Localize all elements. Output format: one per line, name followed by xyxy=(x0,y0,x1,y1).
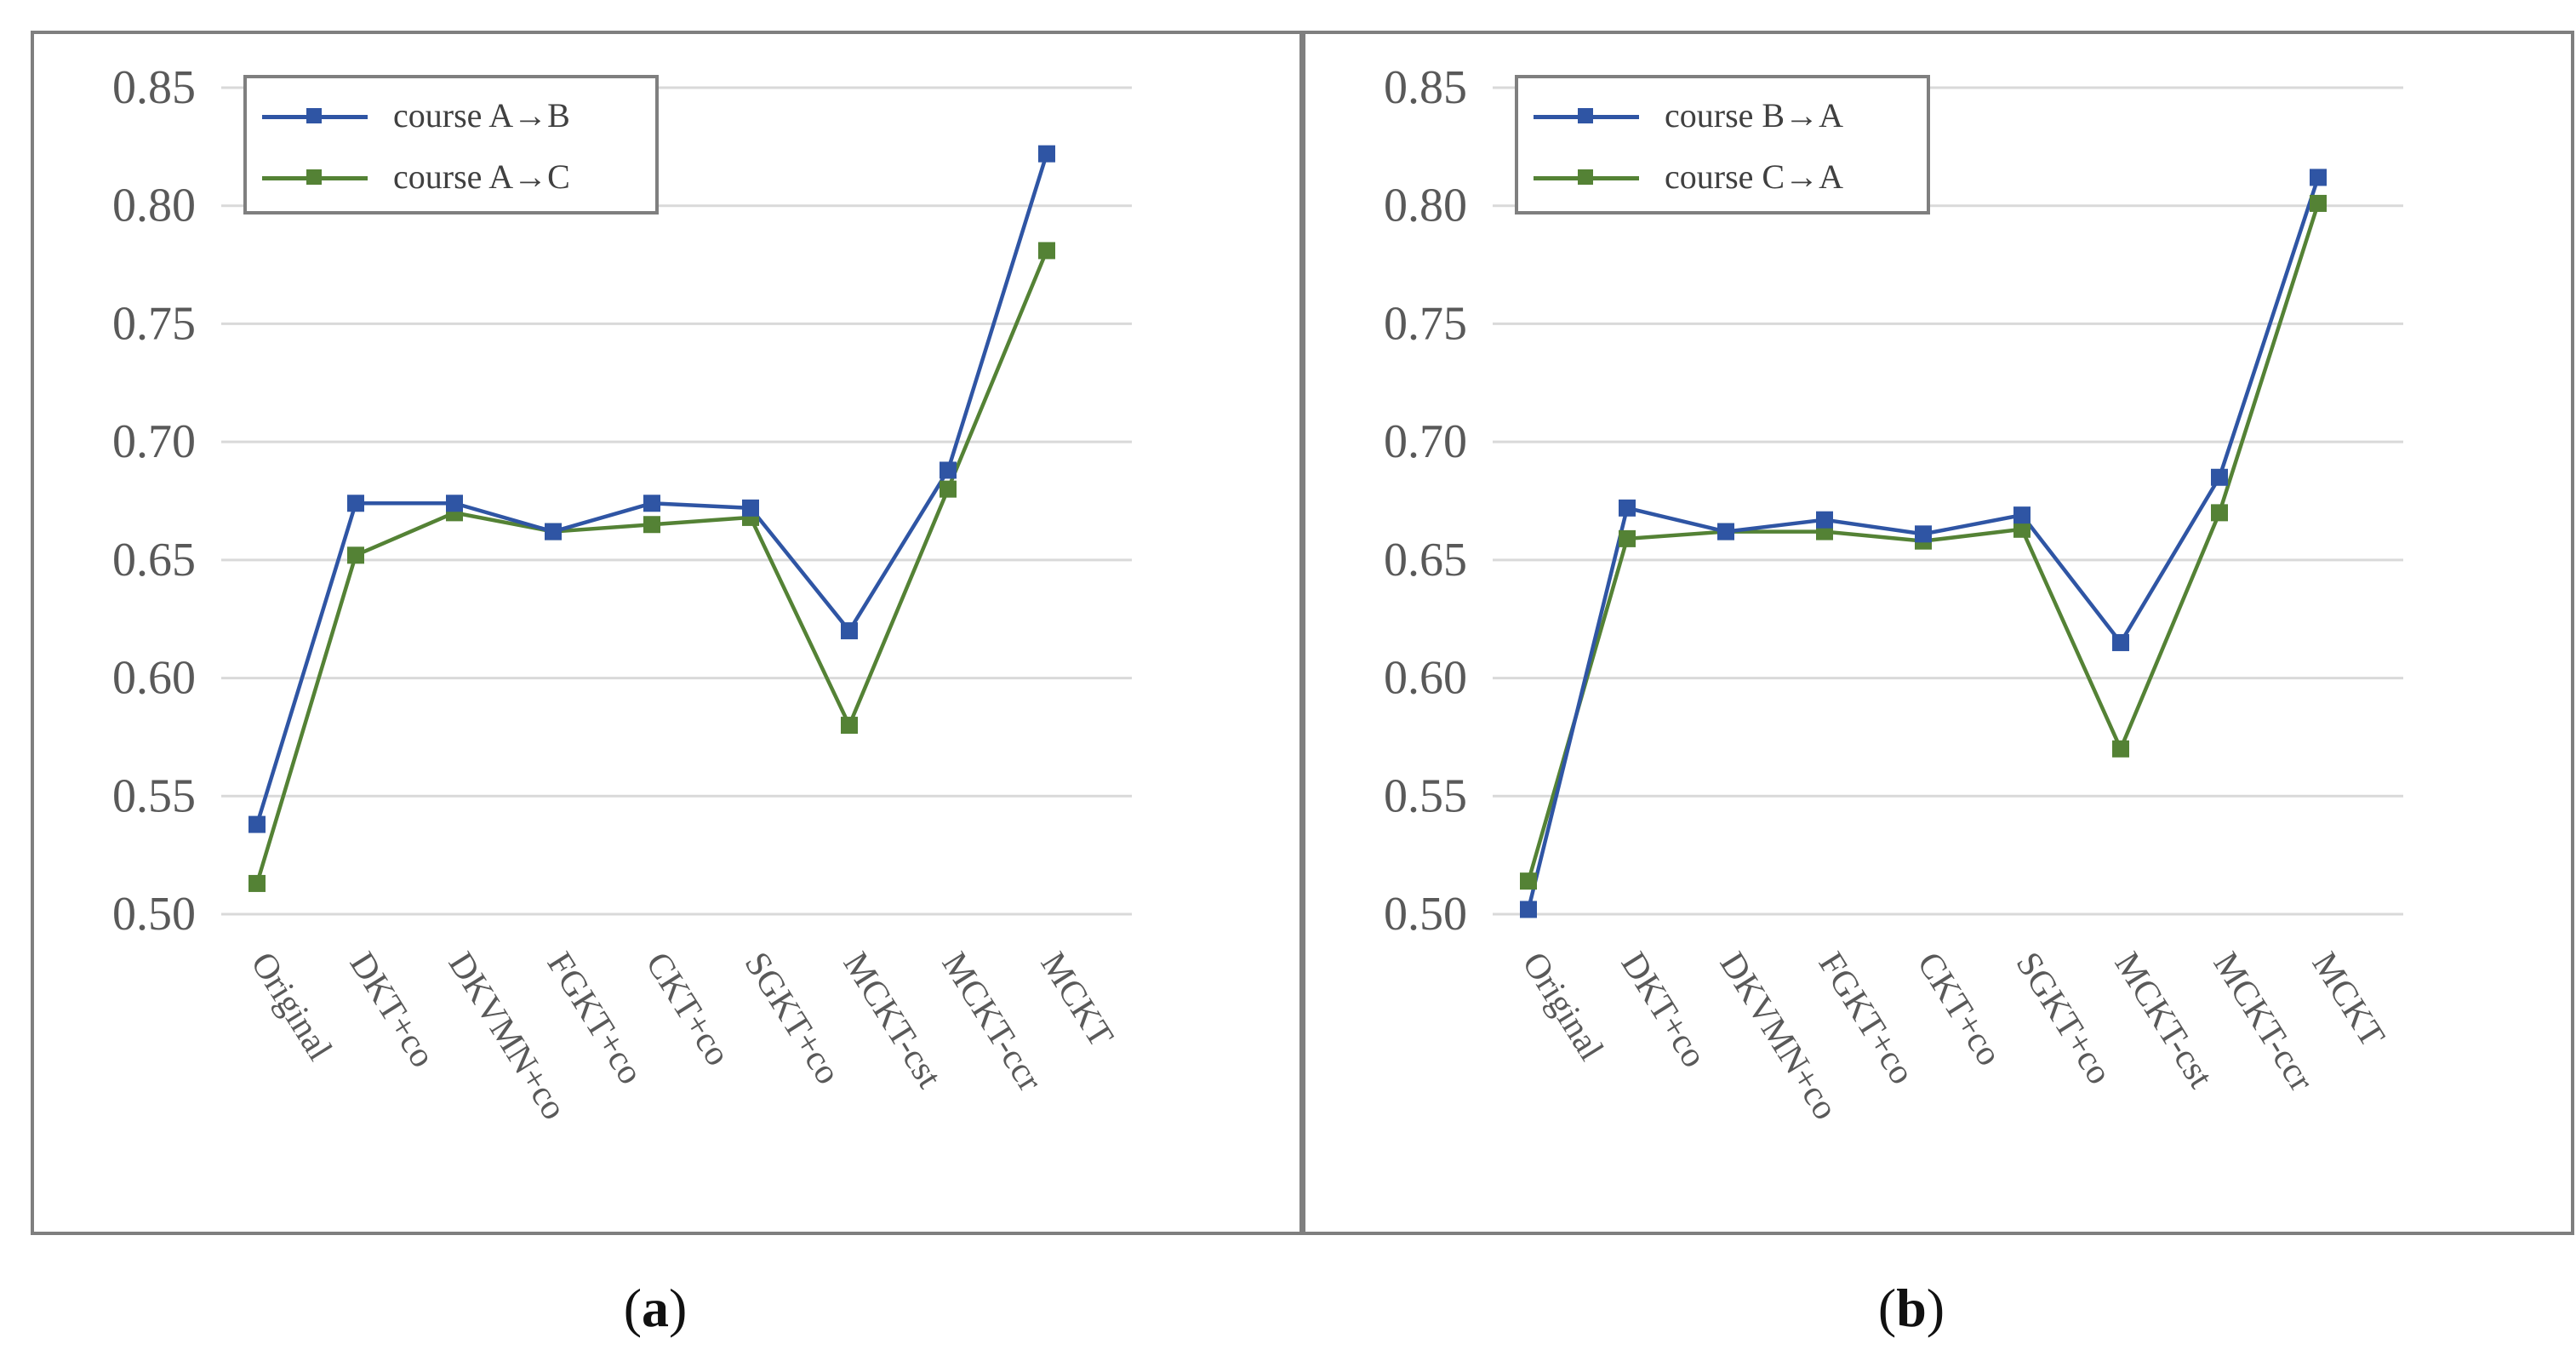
data-point xyxy=(1816,511,1833,529)
y-tick-label: 0.70 xyxy=(112,415,196,468)
y-tick-label: 0.50 xyxy=(1384,888,1467,941)
y-tick-label: 0.60 xyxy=(1384,652,1467,705)
legend-b: course B→A course C→A xyxy=(1515,75,1930,214)
data-point xyxy=(2112,740,2129,758)
x-tick-label: SGKT+co xyxy=(737,946,848,1091)
x-tick-label: CKT+co xyxy=(638,946,738,1072)
y-tick-label: 0.60 xyxy=(112,652,196,705)
x-tick-label: DKT+co xyxy=(342,946,443,1074)
data-point xyxy=(1619,529,1636,547)
legend-label: course C→A xyxy=(1665,157,1843,196)
data-point xyxy=(248,815,266,833)
data-point xyxy=(1717,523,1734,541)
chart-a-svg: 0.50 0.55 0.60 0.65 0.70 0.75 0.80 0.85 Original… xyxy=(112,61,1132,1127)
legend-label: course A→B xyxy=(393,96,570,134)
x-tick-label: MCKT xyxy=(2305,946,2392,1054)
data-point xyxy=(347,495,364,512)
data-point xyxy=(841,717,858,735)
data-point xyxy=(2112,633,2129,651)
data-point xyxy=(1915,525,1932,543)
y-tick-label: 0.85 xyxy=(1384,61,1467,114)
data-point xyxy=(643,516,660,534)
chart-panel-a: 0.50 0.55 0.60 0.65 0.70 0.75 0.80 0.85 Original… xyxy=(31,31,1303,1235)
data-point xyxy=(2013,520,2031,538)
data-point xyxy=(742,499,759,517)
x-tick-label: DKT+co xyxy=(1614,946,1714,1074)
data-point xyxy=(545,523,562,541)
y-tick-label: 0.75 xyxy=(1384,297,1467,350)
y-tick-label: 0.55 xyxy=(1384,769,1467,822)
data-point xyxy=(1520,901,1537,918)
legend-label: course B→A xyxy=(1665,96,1843,134)
data-point xyxy=(248,874,266,892)
data-point xyxy=(2013,506,2031,524)
x-tick-label: MCKT-ccr xyxy=(2206,946,2322,1098)
legend-marker-green xyxy=(306,169,322,185)
x-tick-label: FGKT+co xyxy=(1811,946,1922,1091)
caption-a: (a) xyxy=(623,1278,688,1338)
x-tick-label: CKT+co xyxy=(1910,946,2009,1072)
x-tick-label: Original xyxy=(243,946,340,1067)
data-point xyxy=(1520,872,1537,890)
legend-marker-blue xyxy=(306,108,322,123)
data-point xyxy=(643,495,660,512)
data-point xyxy=(2310,169,2327,186)
data-point xyxy=(446,495,463,512)
x-tick-label: MCKT-ccr xyxy=(934,946,1050,1098)
data-point xyxy=(940,461,957,479)
data-point xyxy=(2211,504,2228,522)
data-point xyxy=(2310,194,2327,212)
legend-item: course A→B xyxy=(262,90,654,145)
y-tick-label: 0.80 xyxy=(1384,180,1467,232)
chart-panel-b: 0.50 0.55 0.60 0.65 0.70 0.75 0.80 0.85 Original… xyxy=(1302,31,2574,1235)
series-line xyxy=(254,153,1049,826)
legend-a: course A→B course A→C xyxy=(243,75,659,214)
data-point xyxy=(1619,499,1636,517)
data-point xyxy=(940,480,957,498)
x-tick-label: MCKT-cst xyxy=(836,946,950,1095)
data-point xyxy=(841,622,858,640)
x-tick-label: FGKT+co xyxy=(540,946,651,1091)
y-tick-label: 0.65 xyxy=(1384,534,1467,586)
legend-item: course C→A xyxy=(1534,152,1925,206)
legend-marker-blue xyxy=(1578,108,1593,123)
series-line xyxy=(254,249,1049,884)
y-tick-label: 0.80 xyxy=(112,180,196,232)
caption-letter: a xyxy=(642,1278,669,1338)
data-point xyxy=(1038,242,1055,260)
y-tick-label: 0.50 xyxy=(112,888,196,941)
caption-letter: b xyxy=(1896,1278,1927,1338)
legend-item: course A→C xyxy=(262,152,654,206)
x-tick-label: SGKT+co xyxy=(2008,946,2120,1091)
y-tick-label: 0.65 xyxy=(112,534,196,586)
data-point xyxy=(2211,468,2228,486)
data-point xyxy=(347,546,364,564)
legend-label: course A→C xyxy=(393,157,570,196)
x-tick-label: Original xyxy=(1515,946,1611,1067)
data-point xyxy=(1038,145,1055,163)
legend-item: course B→A xyxy=(1534,90,1925,145)
y-tick-label: 0.55 xyxy=(112,769,196,822)
y-tick-label: 0.85 xyxy=(112,61,196,114)
x-tick-label: MCKT xyxy=(1033,946,1121,1054)
caption-b: (b) xyxy=(1877,1278,1945,1338)
chart-b-svg: 0.50 0.55 0.60 0.65 0.70 0.75 0.80 0.85 Original… xyxy=(1384,61,2403,1127)
legend-marker-green xyxy=(1578,169,1593,185)
x-tick-label: MCKT-cst xyxy=(2107,946,2221,1095)
y-tick-label: 0.75 xyxy=(112,297,196,350)
y-tick-label: 0.70 xyxy=(1384,415,1467,468)
